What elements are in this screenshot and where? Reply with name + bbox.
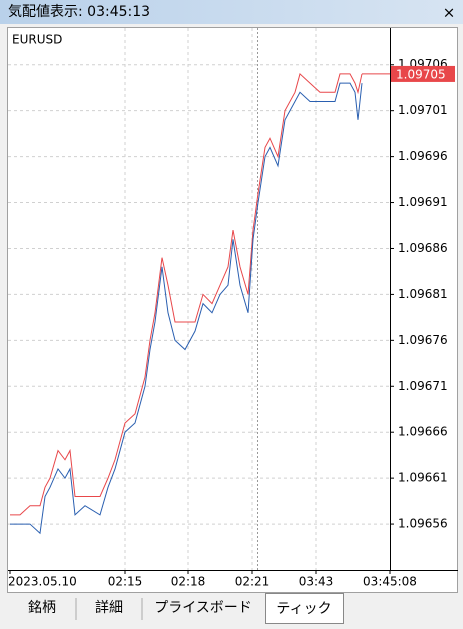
last-price-label: 1.09705 xyxy=(396,67,446,81)
y-tick-label: 1.09681 xyxy=(398,287,448,301)
x-tick-label: 02:15 xyxy=(108,575,143,589)
y-tick-label: 1.09701 xyxy=(398,103,448,117)
tab[interactable]: プライスボード xyxy=(154,600,252,616)
x-tick-label: 2023.05.10 xyxy=(8,575,77,589)
y-tick-label: 1.09661 xyxy=(398,471,448,485)
title-bar xyxy=(0,0,463,24)
price-line xyxy=(10,73,363,516)
y-tick-label: 1.09676 xyxy=(398,333,448,347)
x-tick-label: 02:21 xyxy=(235,575,270,589)
x-tick-label: 03:43 xyxy=(299,575,334,589)
symbol-label: EURUSD xyxy=(12,33,62,47)
window-title: 気配値表示: 03:45:13 xyxy=(8,4,150,20)
y-tick-label: 1.09691 xyxy=(398,195,448,209)
y-tick-label: 1.09696 xyxy=(398,149,448,163)
tab-strip xyxy=(0,594,463,625)
tab[interactable]: 銘柄 xyxy=(28,600,56,616)
x-tick-label: 03:45:08 xyxy=(363,575,417,589)
close-button[interactable]: × xyxy=(443,4,456,22)
price-line xyxy=(10,82,363,535)
tab[interactable]: 詳細 xyxy=(95,600,123,616)
y-tick-label: 1.09671 xyxy=(398,379,448,393)
y-tick-label: 1.09666 xyxy=(398,425,448,439)
y-tick-label: 1.09656 xyxy=(398,517,448,531)
tab-bar: 銘柄 詳細 プライスボード ティック xyxy=(0,593,463,625)
tab[interactable]: ティック xyxy=(276,601,331,617)
active-tab[interactable] xyxy=(265,593,344,624)
last-price-box xyxy=(391,65,455,82)
chart-panel xyxy=(7,27,458,593)
y-tick-label: 1.09686 xyxy=(398,241,448,255)
x-tick-label: 02:18 xyxy=(171,575,206,589)
